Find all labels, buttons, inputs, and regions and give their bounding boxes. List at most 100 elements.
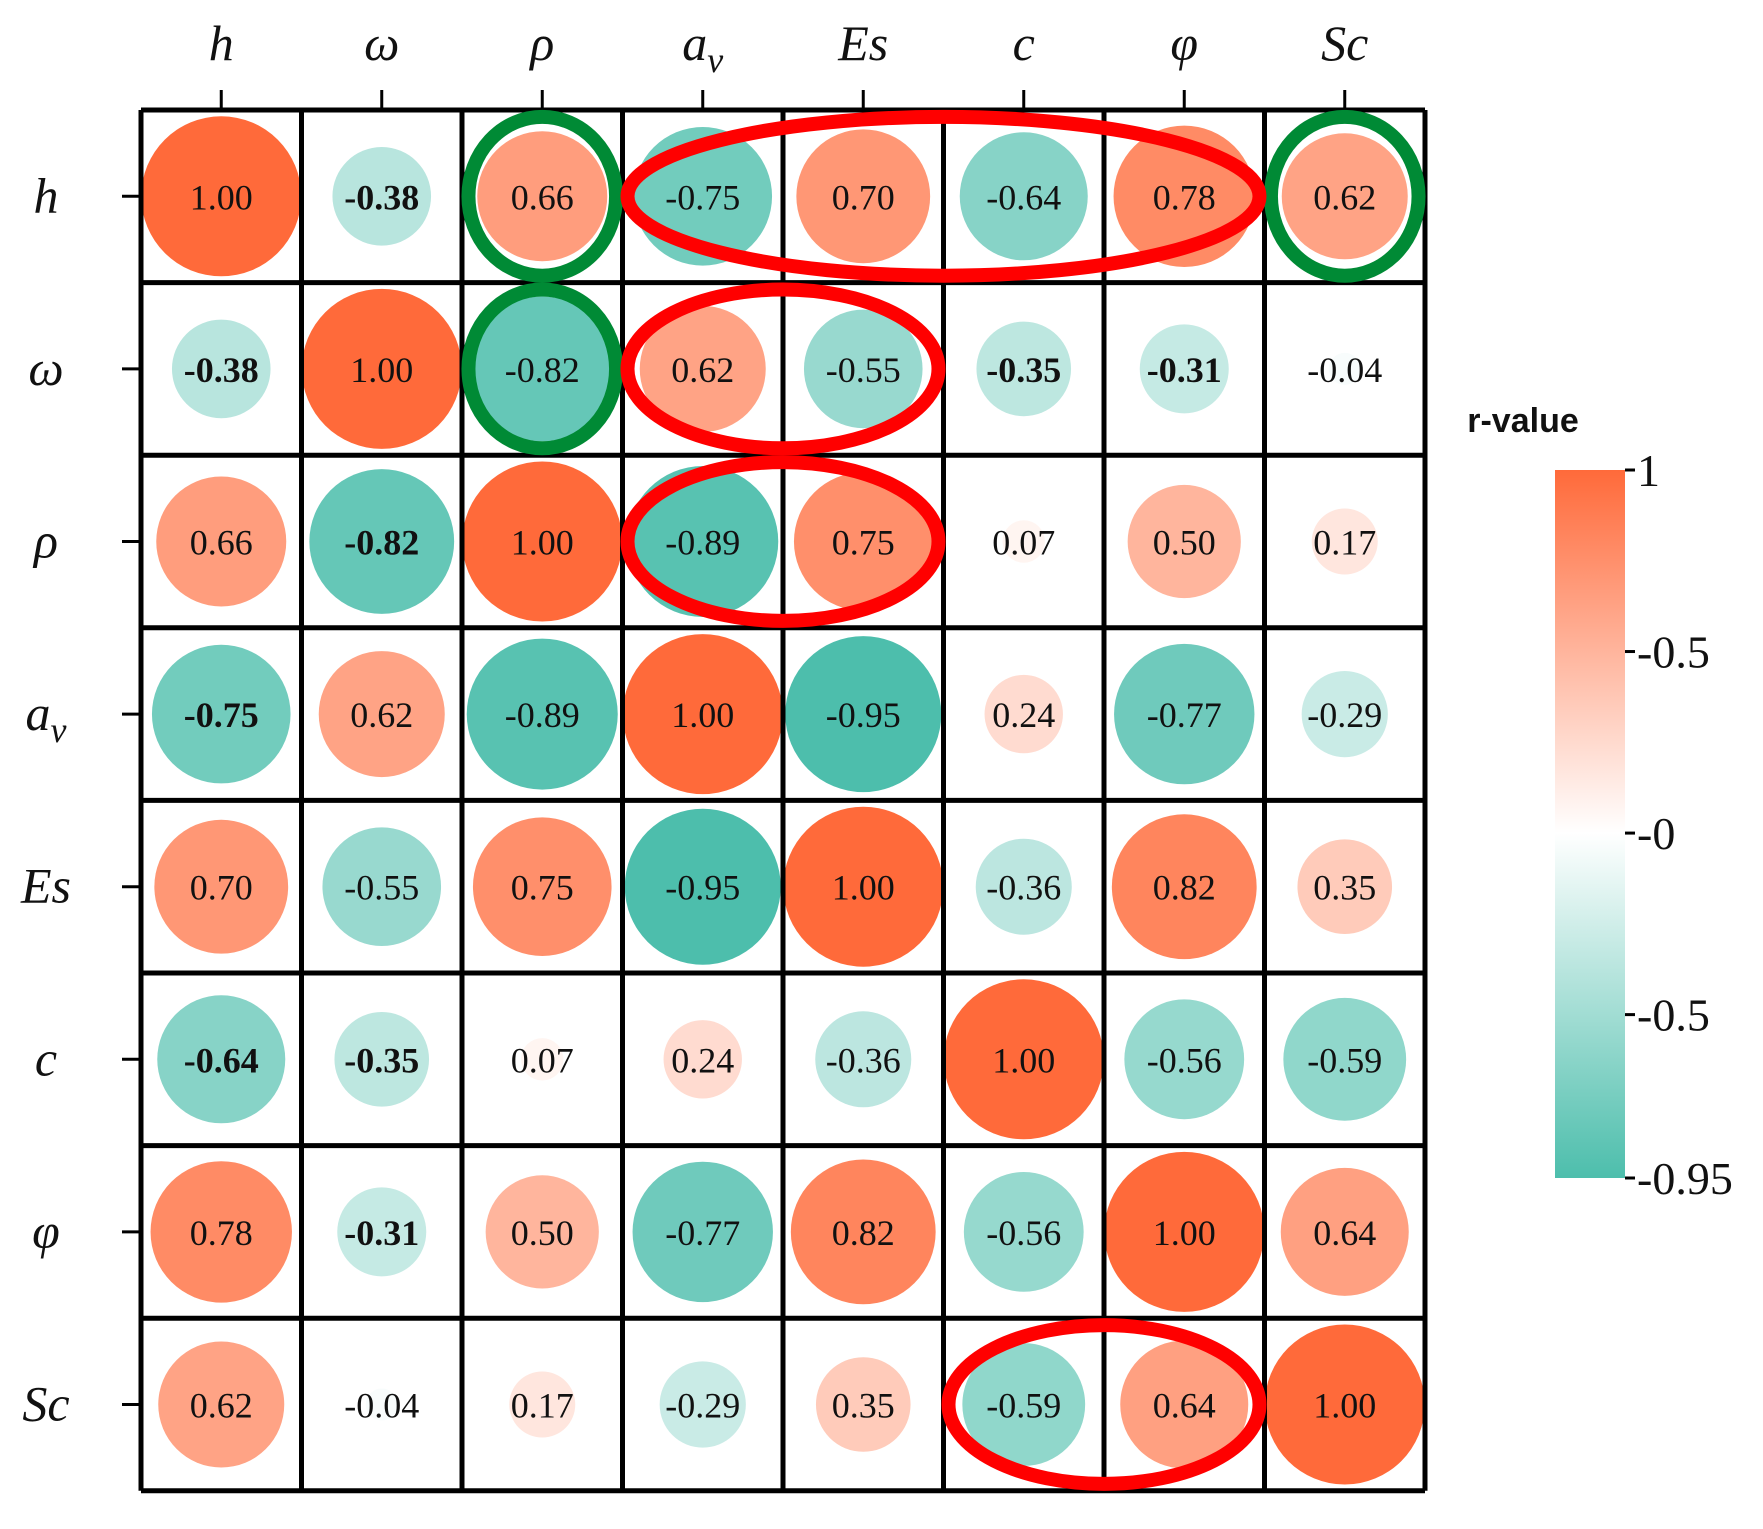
column-label-6: φ (1170, 15, 1198, 71)
correlation-circle-7-5 (962, 1343, 1086, 1466)
correlation-circle-2-3 (627, 466, 779, 617)
highlight-circle-0 (461, 109, 624, 283)
correlation-circle-4-5 (975, 838, 1072, 935)
cell-value-2-0: 0.66 (190, 523, 253, 563)
cell-value-4-7: 0.35 (1313, 868, 1376, 908)
correlation-circle-6-4 (790, 1159, 936, 1305)
highlight-ellipse-3 (620, 109, 1267, 283)
cell-value-1-3: 0.62 (671, 350, 734, 390)
column-label-7: Sc (1321, 15, 1368, 71)
cell-value-6-5: -0.56 (986, 1213, 1061, 1253)
highlight-circle-2 (461, 282, 624, 456)
cell-value-7-5: -0.59 (986, 1386, 1061, 1426)
cell-value-7-6: 0.64 (1153, 1386, 1216, 1426)
cell-value-1-4: -0.55 (826, 350, 901, 390)
cell-value-6-7: 0.64 (1313, 1213, 1376, 1253)
cell-value-4-0: 0.70 (190, 868, 253, 908)
row-label-4: Es (20, 858, 71, 914)
highlight-circle-1 (1263, 109, 1426, 283)
colorbar-tick-label-2: -0 (1637, 808, 1675, 859)
correlation-circle-4-3 (624, 808, 781, 965)
correlation-circle-3-5 (984, 674, 1063, 754)
correlation-circle-1-7 (1328, 352, 1361, 385)
highlight-ellipse-6 (941, 1318, 1267, 1491)
cell-value-7-2: 0.17 (511, 1386, 574, 1426)
colorbar-tick-label-1: -0.5 (1637, 627, 1710, 678)
cell-value-3-5: 0.24 (992, 695, 1055, 735)
correlation-circle-3-0 (151, 644, 291, 784)
cell-value-3-3: 1.00 (671, 695, 734, 735)
correlation-circle-0-7 (1281, 133, 1408, 260)
correlation-circle-1-3 (639, 305, 766, 432)
cell-value-3-2: -0.89 (505, 695, 580, 735)
correlation-circle-2-7 (1311, 508, 1378, 575)
cell-value-0-7: 0.62 (1313, 177, 1376, 217)
cell-value-5-6: -0.56 (1147, 1040, 1222, 1080)
cell-value-3-6: -0.77 (1147, 695, 1222, 735)
row-label-5: c (35, 1030, 57, 1086)
correlation-circle-7-6 (1120, 1340, 1249, 1469)
correlation-circle-3-3 (622, 634, 783, 795)
colorbar-gradient (1555, 470, 1625, 1178)
cell-value-0-4: 0.70 (832, 177, 895, 217)
correlation-circle-6-0 (150, 1161, 292, 1303)
highlight-ellipse-5 (620, 455, 946, 628)
correlation-circle-4-7 (1297, 839, 1393, 934)
correlation-circle-2-1 (309, 469, 455, 614)
colorbar-tick-label-4: -0.95 (1637, 1153, 1733, 1204)
cell-value-6-4: 0.82 (832, 1213, 895, 1253)
highlights-layer (461, 109, 1426, 1491)
correlation-circle-5-0 (157, 995, 286, 1124)
cell-value-7-3: -0.29 (665, 1386, 740, 1426)
cell-value-4-6: 0.82 (1153, 868, 1216, 908)
cell-value-1-7: -0.04 (1307, 350, 1382, 390)
correlation-circle-7-0 (158, 1341, 285, 1468)
colorbar-title: r-value (1467, 402, 1579, 440)
cell-value-1-6: -0.31 (1147, 350, 1222, 390)
cell-value-6-6: 1.00 (1153, 1213, 1216, 1253)
cell-value-7-4: 0.35 (832, 1386, 895, 1426)
correlation-circle-1-0 (171, 319, 271, 419)
correlation-circle-4-6 (1111, 814, 1257, 960)
correlation-circle-7-4 (815, 1357, 911, 1452)
colorbar-tick-label-0: 1 (1637, 445, 1660, 496)
correlation-circle-5-3 (663, 1020, 742, 1099)
cell-value-6-2: 0.50 (511, 1213, 574, 1253)
correlation-circle-3-6 (1114, 643, 1255, 785)
correlation-circle-1-6 (1139, 324, 1229, 414)
cell-value-3-0: -0.75 (184, 695, 259, 735)
correlation-circle-0-1 (332, 147, 432, 246)
correlation-circle-6-5 (963, 1172, 1084, 1292)
column-label-2: ρ (528, 15, 554, 71)
correlation-circle-0-0 (141, 116, 302, 277)
correlation-circle-5-7 (1283, 997, 1407, 1121)
correlation-circle-1-5 (976, 321, 1072, 417)
cell-value-5-0: -0.64 (184, 1040, 259, 1080)
cell-value-3-1: 0.62 (350, 695, 413, 735)
correlation-circle-2-6 (1127, 484, 1241, 599)
column-label-0: h (209, 15, 234, 71)
correlation-circle-6-2 (485, 1175, 599, 1289)
cell-value-1-5: -0.35 (986, 350, 1061, 390)
cell-value-3-4: -0.95 (826, 695, 901, 735)
correlation-circle-3-1 (318, 651, 445, 778)
row-label-7: Sc (22, 1376, 69, 1432)
column-label-4: Es (837, 15, 888, 71)
column-label-5: c (1013, 15, 1035, 71)
cell-value-5-5: 1.00 (992, 1040, 1055, 1080)
cell-value-1-1: 1.00 (350, 350, 413, 390)
cell-value-4-1: -0.55 (344, 868, 419, 908)
correlation-circle-3-4 (785, 636, 942, 793)
row-label-1: ω (28, 340, 63, 396)
cell-value-5-2: 0.07 (511, 1040, 574, 1080)
correlation-circle-0-2 (477, 131, 608, 262)
correlation-circle-5-6 (1124, 999, 1245, 1120)
cell-value-2-4: 0.75 (832, 523, 895, 563)
correlation-circle-5-4 (815, 1011, 912, 1108)
correlation-circle-7-7 (1264, 1324, 1425, 1485)
cell-value-2-3: -0.89 (665, 523, 740, 563)
cell-value-0-1: -0.38 (344, 177, 419, 217)
cell-value-6-0: 0.78 (190, 1213, 253, 1253)
correlation-circle-3-7 (1301, 671, 1388, 758)
